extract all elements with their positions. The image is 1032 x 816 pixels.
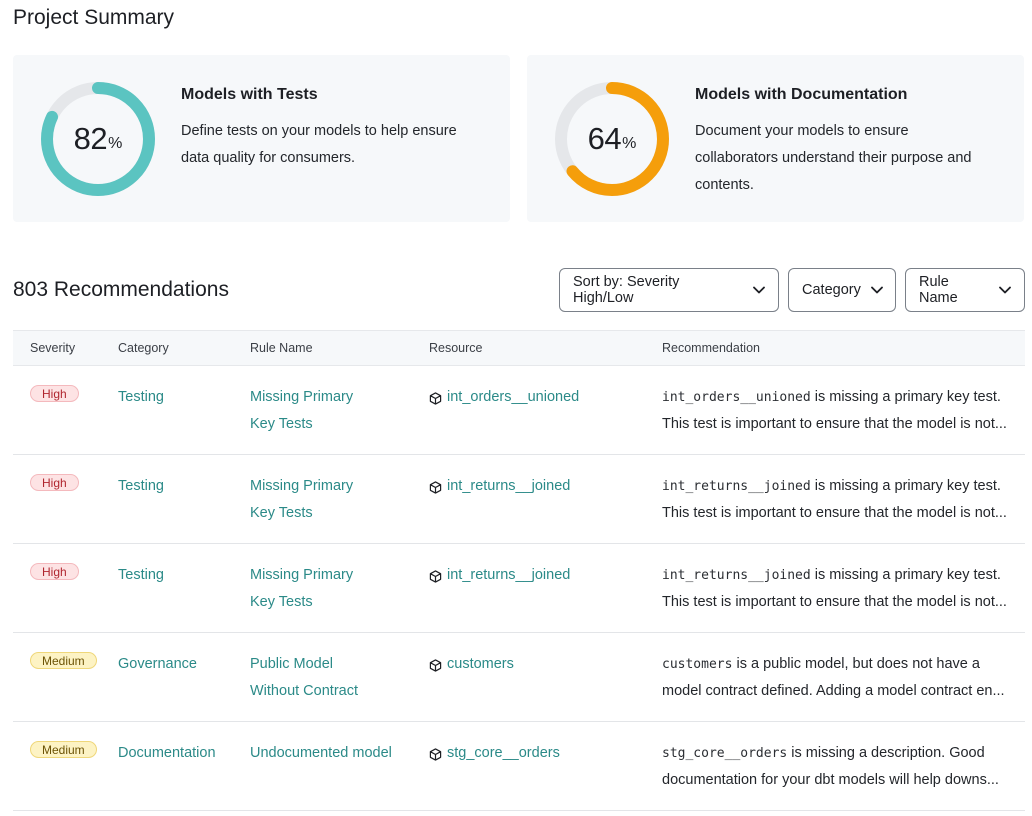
recommendation-text: stg_core__orders is missing a descriptio… (662, 740, 1022, 794)
table-row[interactable]: Medium Documentation Undocumented model … (13, 722, 1025, 811)
category-link[interactable]: Testing (118, 567, 164, 583)
rule-name-line: Missing Primary (250, 478, 354, 494)
recommendation-line: This test is important to ensure that th… (662, 594, 1007, 610)
column-header-rule-name[interactable]: Rule Name (250, 341, 313, 355)
rule-name-link[interactable]: Public Model Without Contract (250, 651, 410, 705)
resource-name: int_returns__joined (447, 478, 571, 494)
recommendation-text: customers is a public model, but does no… (662, 651, 1022, 705)
recommendation-line: is missing a description. Good (787, 745, 985, 761)
recommendations-table: Severity Category Rule Name Resource Rec… (13, 330, 1025, 811)
column-header-recommendation[interactable]: Recommendation (662, 341, 760, 355)
recommendation-code: int_orders__unioned (662, 390, 811, 405)
table-row[interactable]: High Testing Missing Primary Key Tests in… (13, 455, 1025, 544)
category-filter-label: Category (802, 282, 861, 298)
tests-progress-ring: 82% (39, 80, 157, 198)
category-link[interactable]: Testing (118, 478, 164, 494)
cube-icon (429, 658, 442, 672)
recommendation-line: is missing a primary key test. (810, 478, 1001, 494)
table-row[interactable]: Medium Governance Public Model Without Co… (13, 633, 1025, 722)
resource-link[interactable]: int_returns__joined (429, 562, 570, 589)
card-description: Document your models to ensure collabora… (695, 123, 972, 193)
rule-name-link[interactable]: Undocumented model (250, 740, 410, 767)
documentation-progress-ring: 64% (553, 80, 671, 198)
rule-name-line: Key Tests (250, 416, 313, 432)
rule-name-link[interactable]: Missing Primary Key Tests (250, 473, 410, 527)
rule-name-line: Public Model (250, 656, 334, 672)
recommendation-line: This test is important to ensure that th… (662, 416, 1007, 432)
tests-percent-symbol: % (108, 134, 123, 152)
severity-badge: Medium (30, 741, 97, 758)
models-with-documentation-card: 64% Models with Documentation Document y… (527, 55, 1024, 222)
recommendation-text: int_returns__joined is missing a primary… (662, 562, 1022, 616)
rule-name-link[interactable]: Missing Primary Key Tests (250, 562, 410, 616)
category-link[interactable]: Governance (118, 656, 197, 672)
recommendation-text: int_returns__joined is missing a primary… (662, 473, 1022, 527)
tests-percent-value: 82 (73, 121, 108, 156)
table-row[interactable]: High Testing Missing Primary Key Tests in… (13, 366, 1025, 455)
sort-dropdown[interactable]: Sort by: Severity High/Low (559, 268, 779, 312)
page-title: Project Summary (13, 6, 175, 29)
recommendation-code: customers (662, 657, 733, 672)
recommendation-line: This test is important to ensure that th… (662, 505, 1007, 521)
card-title: Models with Documentation (695, 86, 908, 103)
resource-name: int_orders__unioned (447, 389, 580, 405)
rule-name-line: Key Tests (250, 505, 313, 521)
rule-name-line: Missing Primary (250, 389, 354, 405)
recommendation-line: is a public model, but does not have a (732, 656, 980, 672)
rule-name-line: Key Tests (250, 594, 313, 610)
column-header-resource[interactable]: Resource (429, 341, 483, 355)
chevron-down-icon (753, 286, 765, 294)
category-link[interactable]: Documentation (118, 745, 216, 761)
rule-name-link[interactable]: Missing Primary Key Tests (250, 384, 410, 438)
recommendations-count: 803 Recommendations (13, 278, 229, 301)
severity-badge: High (30, 563, 79, 580)
cube-icon (429, 747, 442, 761)
card-title: Models with Tests (181, 86, 318, 103)
models-with-tests-card: 82% Models with Tests Define tests on yo… (13, 55, 510, 222)
chevron-down-icon (999, 286, 1011, 294)
resource-name: customers (447, 656, 514, 672)
rule-name-filter-dropdown[interactable]: Rule Name (905, 268, 1025, 312)
recommendation-code: stg_core__orders (662, 746, 788, 761)
recommendation-line: is missing a primary key test. (810, 567, 1001, 583)
column-header-category[interactable]: Category (118, 341, 169, 355)
rule-name-filter-label: Rule Name (919, 274, 958, 306)
sort-dropdown-label: Sort by: Severity High/Low (573, 274, 680, 306)
recommendation-line: documentation for your dbt models will h… (662, 772, 999, 788)
rule-name-line: Missing Primary (250, 567, 354, 583)
recommendation-text: int_orders__unioned is missing a primary… (662, 384, 1022, 438)
resource-link[interactable]: stg_core__orders (429, 740, 560, 767)
resource-name: int_returns__joined (447, 567, 571, 583)
category-link[interactable]: Testing (118, 389, 164, 405)
severity-badge: High (30, 474, 79, 491)
resource-name: stg_core__orders (447, 745, 560, 761)
recommendation-code: int_returns__joined (662, 568, 811, 583)
recommendation-code: int_returns__joined (662, 479, 811, 494)
table-row[interactable]: High Testing Missing Primary Key Tests in… (13, 544, 1025, 633)
cube-icon (429, 391, 442, 405)
cube-icon (429, 480, 442, 494)
resource-link[interactable]: int_orders__unioned (429, 384, 579, 411)
rule-name-line: Without Contract (250, 683, 358, 699)
documentation-percent-value: 64 (587, 121, 622, 156)
severity-badge: Medium (30, 652, 97, 669)
rule-name-line: Undocumented model (250, 745, 392, 761)
documentation-percent-symbol: % (622, 134, 637, 152)
column-header-severity[interactable]: Severity (30, 341, 76, 355)
cube-icon (429, 569, 442, 583)
resource-link[interactable]: int_returns__joined (429, 473, 570, 500)
recommendation-line: model contract defined. Adding a model c… (662, 683, 1005, 699)
resource-link[interactable]: customers (429, 651, 514, 678)
recommendation-line: is missing a primary key test. (810, 389, 1001, 405)
chevron-down-icon (870, 286, 883, 294)
card-description: Define tests on your models to help ensu… (181, 123, 457, 166)
category-filter-dropdown[interactable]: Category (788, 268, 896, 312)
table-header: Severity Category Rule Name Resource Rec… (13, 330, 1025, 366)
severity-badge: High (30, 385, 79, 402)
